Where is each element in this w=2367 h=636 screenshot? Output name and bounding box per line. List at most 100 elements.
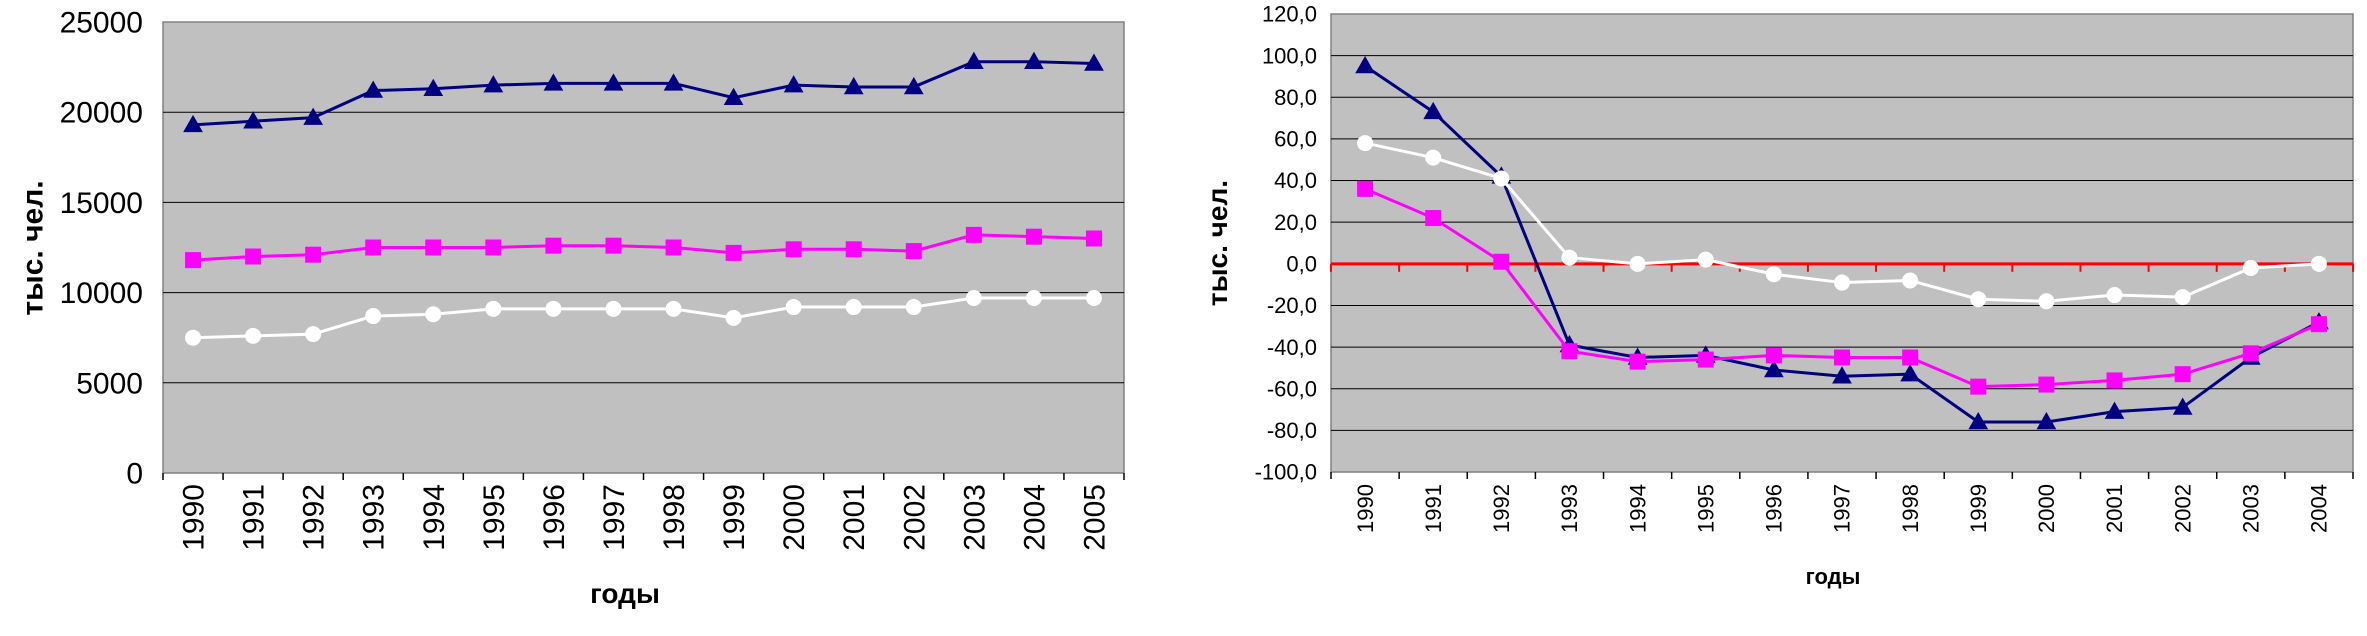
data-point-square — [185, 252, 202, 269]
data-point-square — [425, 239, 442, 256]
x-tick-label: 1994 — [1625, 484, 1650, 533]
data-point-circle — [1834, 274, 1850, 291]
data-point-circle — [1697, 251, 1714, 268]
data-point-triangle — [903, 76, 924, 95]
data-point-triangle — [2104, 401, 2125, 419]
data-point-circle — [1902, 272, 1919, 289]
data-point-triangle — [603, 73, 624, 91]
x-tick-label: 1995 — [478, 484, 511, 551]
data-point-circle — [485, 300, 502, 317]
data-point-square — [1357, 180, 1374, 197]
data-point-triangle — [963, 51, 984, 69]
data-point-triangle — [843, 76, 864, 95]
data-point-circle — [1025, 290, 1042, 307]
data-point-circle — [1085, 290, 1102, 307]
x-tick-label: 1992 — [298, 484, 331, 551]
data-point-circle — [1425, 149, 1442, 166]
data-point-circle — [1970, 291, 1987, 308]
x-tick-label: 2002 — [2170, 484, 2195, 533]
data-point-square — [1561, 343, 1578, 360]
data-point-circle — [185, 329, 202, 346]
y-tick-label: 80,0 — [1274, 85, 1317, 110]
data-point-square — [2242, 345, 2259, 362]
data-point-triangle — [1764, 359, 1784, 378]
y-tick-label: 0,0 — [1286, 252, 1317, 277]
data-point-square — [1970, 378, 1987, 395]
series-circle — [185, 290, 1102, 346]
y-tick-label: 20000 — [60, 97, 143, 130]
y-tick-label: -20,0 — [1267, 293, 1317, 318]
data-point-circle — [665, 300, 682, 317]
x-tick-label: 2001 — [2102, 484, 2127, 533]
data-point-square — [2174, 366, 2191, 383]
data-point-square — [965, 226, 982, 243]
data-point-circle — [305, 326, 322, 343]
x-tick-label: 1992 — [1489, 484, 1514, 533]
series-line — [192, 296, 1094, 340]
x-tick-label: 2004 — [2307, 484, 2332, 533]
chart-2: -100,0 -80,0 -60,0 -40,0 -20,0 0,0 20,0 40,0 60,… — [1202, 2, 2354, 589]
y-tick-label: 120,0 — [1262, 2, 1317, 27]
data-point-square — [245, 248, 262, 265]
y-tick-label: -80,0 — [1267, 418, 1317, 443]
x-tick-label: 2003 — [2239, 484, 2264, 533]
data-point-square — [605, 237, 622, 254]
x-tick-label: 2001 — [838, 484, 871, 551]
data-point-triangle — [1832, 366, 1852, 384]
y-tick-label: 40,0 — [1274, 168, 1317, 193]
data-point-square — [1902, 349, 1919, 366]
x-tick-label: 2005 — [1078, 484, 1111, 551]
x-tick-label: 1999 — [1966, 484, 1991, 533]
data-point-square — [2310, 316, 2327, 333]
data-point-circle — [725, 309, 742, 326]
y-tick-label: 10000 — [60, 277, 143, 310]
data-point-square — [1493, 253, 1510, 270]
x-tick-label: 1999 — [718, 484, 751, 551]
data-point-square — [365, 239, 382, 256]
x-tick-label: 1994 — [418, 484, 451, 551]
data-point-circle — [365, 308, 382, 325]
y-tick-label: 0 — [126, 458, 143, 491]
x-tick-label: 2000 — [2034, 484, 2059, 533]
data-point-triangle — [483, 75, 504, 93]
x-tick-label: 2000 — [778, 484, 811, 551]
data-point-circle — [1765, 266, 1782, 283]
data-point-circle — [2242, 259, 2259, 276]
x-tick-label: 1997 — [598, 484, 631, 551]
data-point-square — [485, 239, 502, 256]
series-triangle — [183, 51, 1104, 133]
data-point-triangle — [423, 78, 444, 96]
data-point-square — [1629, 353, 1646, 370]
y-tick-label: 25000 — [60, 7, 143, 40]
y-tick-label: 15000 — [60, 187, 143, 220]
data-point-circle — [905, 299, 922, 316]
x-tick-label: 2003 — [958, 484, 991, 551]
series-line — [192, 60, 1095, 127]
x-tick-label: 1993 — [1557, 484, 1582, 533]
data-point-triangle — [2036, 412, 2057, 430]
chart-1: 0 5000 10000 15000 20000 25000 1990 1991 1992 199… — [17, 7, 1125, 609]
data-point-square — [305, 246, 322, 263]
y-tick-label: -100,0 — [1255, 460, 1317, 485]
data-point-square — [1085, 230, 1102, 247]
data-point-square — [1765, 347, 1782, 364]
data-point-circle — [1561, 249, 1578, 266]
y-tick-label: -40,0 — [1267, 335, 1317, 360]
data-point-triangle — [543, 73, 564, 91]
y-tick-label: 20,0 — [1274, 210, 1317, 235]
series-line — [192, 233, 1095, 262]
x-tick-label: 1990 — [1353, 484, 1378, 533]
data-point-triangle — [1355, 56, 1375, 74]
data-point-circle — [1493, 170, 1510, 187]
y-axis-title: тыс. чел. — [1202, 180, 1233, 306]
data-point-square — [1425, 210, 1442, 227]
data-point-circle — [2106, 287, 2123, 304]
data-point-square — [1834, 349, 1850, 366]
x-tick-label: 2004 — [1018, 484, 1051, 551]
data-point-square — [2038, 376, 2055, 393]
plot-area — [1330, 13, 2354, 473]
data-point-triangle — [1084, 53, 1104, 71]
y-tick-label: 5000 — [76, 367, 143, 400]
